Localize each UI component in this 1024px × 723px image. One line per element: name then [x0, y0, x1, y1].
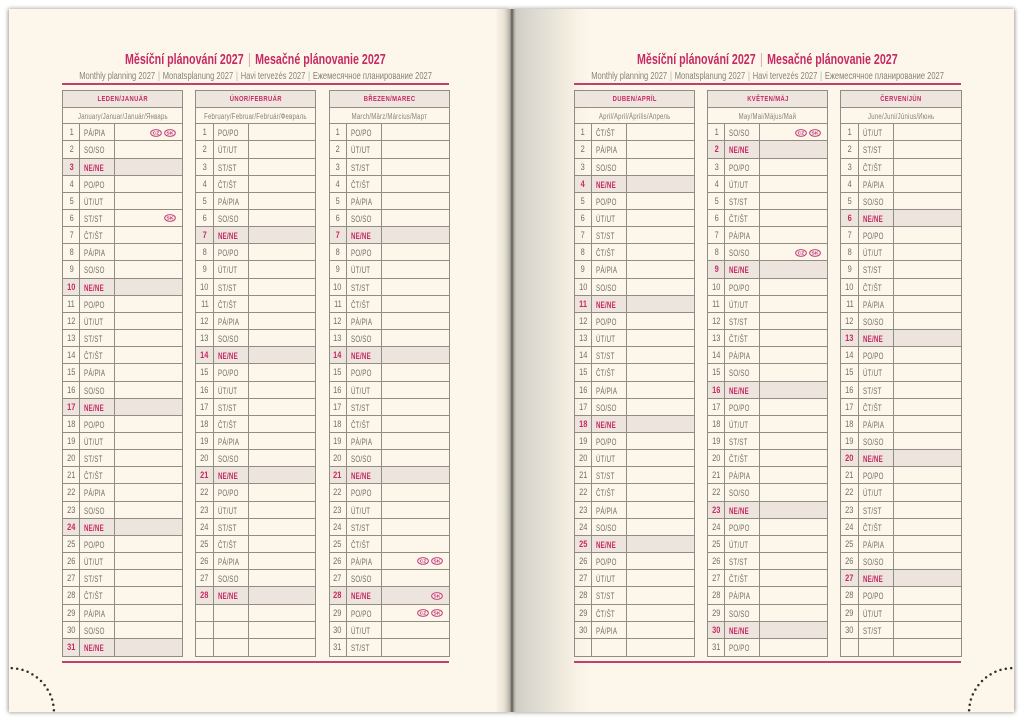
svg-text:SK: SK [167, 216, 174, 222]
svg-text:SK: SK [812, 130, 819, 136]
svg-text:CZ: CZ [798, 130, 805, 136]
svg-text:CZ: CZ [419, 611, 426, 617]
svg-text:CZ: CZ [798, 250, 805, 256]
svg-text:SK: SK [812, 250, 819, 256]
svg-text:SK: SK [433, 559, 440, 565]
svg-text:CZ: CZ [419, 559, 426, 565]
svg-text:CZ: CZ [153, 130, 160, 136]
svg-text:SK: SK [433, 611, 440, 617]
svg-text:SK: SK [167, 130, 174, 136]
svg-text:SK: SK [433, 593, 440, 599]
